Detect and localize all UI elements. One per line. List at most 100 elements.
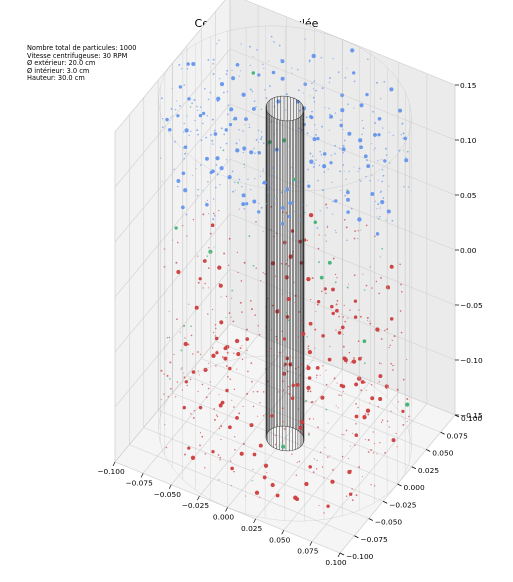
data-point: [406, 420, 408, 423]
data-point: [296, 461, 298, 464]
data-point: [379, 98, 382, 100]
data-point: [268, 351, 270, 353]
data-point: [197, 351, 199, 353]
data-point: [342, 316, 345, 318]
data-point: [341, 455, 344, 458]
data-point: [293, 301, 295, 303]
data-point: [403, 186, 405, 188]
data-point: [381, 169, 384, 171]
data-point: [165, 446, 168, 449]
data-point: [314, 124, 316, 126]
data-point: [253, 147, 255, 150]
data-point: [207, 98, 210, 101]
data-point: [372, 165, 374, 167]
data-point: [211, 139, 214, 142]
x-tick-mark: [112, 461, 116, 467]
data-point: [400, 331, 403, 334]
data-point: [218, 39, 220, 41]
data-point: [275, 203, 277, 205]
data-point: [262, 180, 267, 185]
data-point: [238, 178, 241, 181]
data-point: [219, 459, 221, 461]
data-point: [190, 325, 192, 328]
data-point: [238, 412, 241, 415]
info-line: Ø intérieur: 3.0 cm: [27, 66, 90, 75]
data-point: [328, 129, 330, 131]
data-point: [326, 207, 328, 209]
data-point: [183, 341, 188, 347]
data-point: [190, 413, 192, 415]
data-point: [343, 139, 346, 142]
data-point: [249, 150, 254, 155]
data-point: [378, 381, 380, 383]
data-point: [360, 229, 362, 231]
data-point: [214, 323, 217, 326]
data-point: [380, 200, 385, 205]
data-point: [228, 264, 230, 266]
data-point: [232, 190, 235, 193]
data-point: [163, 393, 165, 395]
data-point: [260, 108, 262, 110]
data-point: [209, 392, 211, 394]
y-tick-mark: [454, 414, 460, 418]
data-point: [317, 179, 319, 182]
data-point: [306, 204, 308, 207]
x-tick-label: 0.100: [325, 558, 346, 567]
data-point: [184, 380, 188, 384]
data-point: [299, 420, 305, 425]
data-point: [258, 333, 261, 336]
data-point: [373, 149, 375, 151]
data-point: [308, 321, 313, 326]
data-point: [321, 125, 323, 128]
z-tick-label: −0.10: [460, 356, 483, 365]
data-point: [241, 186, 243, 188]
data-point: [223, 133, 226, 136]
data-point: [311, 82, 313, 85]
data-point: [373, 442, 376, 444]
data-point: [243, 261, 246, 264]
data-point: [218, 479, 220, 481]
data-point: [288, 393, 291, 395]
data-point: [293, 177, 297, 182]
data-point: [382, 197, 385, 199]
data-point: [334, 199, 338, 203]
data-point: [305, 399, 308, 402]
data-point: [183, 188, 188, 193]
data-point: [370, 192, 375, 196]
data-point: [324, 234, 326, 236]
data-point: [378, 292, 381, 295]
data-point: [361, 133, 363, 136]
data-point: [313, 101, 316, 103]
data-point: [343, 434, 345, 436]
data-point: [160, 398, 162, 401]
data-point: [363, 381, 366, 384]
data-point: [281, 407, 284, 410]
data-point: [329, 114, 334, 119]
data-point: [380, 190, 383, 193]
data-point: [350, 207, 353, 210]
data-point: [339, 123, 344, 128]
data-point: [233, 470, 235, 473]
data-point: [256, 390, 259, 393]
data-point: [270, 186, 273, 189]
data-point: [220, 438, 222, 441]
y-tick-label: −0.025: [389, 500, 417, 509]
data-point: [321, 87, 324, 90]
y-tick-mark: [440, 431, 445, 435]
data-point: [167, 395, 169, 398]
data-point: [242, 151, 245, 154]
data-point: [225, 159, 228, 161]
data-point: [306, 385, 311, 391]
data-point: [273, 41, 275, 43]
data-point: [258, 443, 263, 448]
data-point: [199, 432, 202, 434]
data-point: [327, 357, 332, 362]
data-point: [250, 189, 252, 191]
data-point: [231, 76, 236, 81]
data-point: [322, 365, 324, 367]
data-point: [242, 442, 245, 445]
data-point: [346, 210, 350, 214]
data-point: [344, 320, 347, 323]
data-point: [316, 459, 318, 462]
data-point: [234, 189, 236, 192]
